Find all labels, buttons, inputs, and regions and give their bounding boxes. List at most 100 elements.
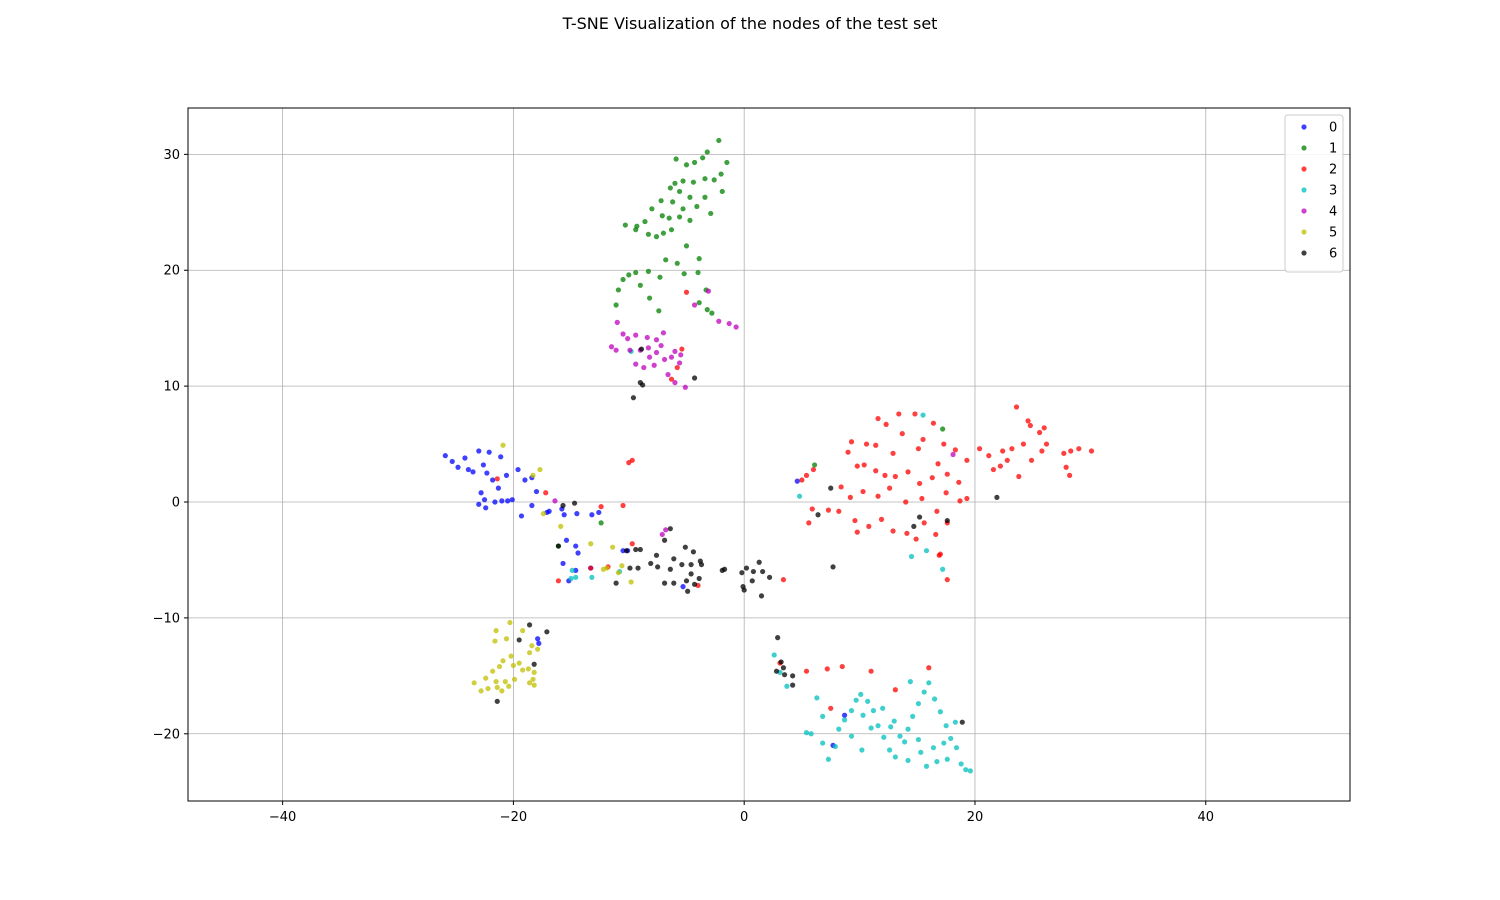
data-point	[963, 767, 969, 773]
data-point	[683, 162, 690, 168]
data-point	[641, 364, 647, 371]
data-point	[531, 661, 537, 667]
data-point	[904, 530, 910, 536]
data-point	[897, 733, 903, 739]
data-point	[485, 685, 491, 692]
data-point	[724, 159, 730, 166]
data-point	[531, 682, 537, 688]
data-point	[536, 640, 542, 646]
data-point	[613, 580, 619, 586]
data-point	[666, 215, 672, 221]
data-point	[561, 512, 567, 518]
data-point	[502, 679, 508, 685]
data-point	[875, 415, 881, 422]
data-point	[711, 177, 717, 183]
data-point	[663, 527, 669, 533]
data-point	[941, 441, 947, 447]
data-point	[648, 560, 654, 567]
data-point	[667, 526, 673, 532]
data-point	[860, 712, 866, 718]
y-tick-label: −10	[153, 611, 180, 626]
data-point	[931, 696, 938, 702]
data-point	[976, 446, 983, 452]
data-point	[733, 324, 739, 330]
data-point	[478, 688, 484, 694]
data-point	[967, 768, 973, 774]
data-point	[496, 663, 503, 670]
data-point	[646, 295, 653, 301]
data-point	[705, 288, 712, 294]
data-point	[620, 331, 626, 337]
data-point	[937, 551, 943, 557]
data-point	[500, 658, 506, 664]
data-point	[495, 485, 502, 491]
data-point	[918, 749, 924, 755]
data-point	[948, 735, 954, 742]
data-point	[854, 463, 860, 469]
data-point	[848, 733, 855, 739]
data-point	[507, 619, 513, 626]
data-point	[1016, 473, 1022, 480]
data-point	[510, 662, 517, 669]
data-point	[888, 724, 894, 730]
data-point	[672, 348, 678, 354]
data-point	[911, 523, 917, 529]
data-point	[923, 763, 930, 769]
data-point	[659, 213, 665, 219]
axis-ticks: −40 −20 0 20 40 −20 −10 0 10 20 30	[153, 148, 1214, 825]
data-point	[683, 289, 690, 295]
legend-item: 3	[1301, 184, 1337, 199]
data-point	[598, 520, 604, 526]
data-point	[778, 659, 784, 665]
data-point	[790, 673, 796, 679]
data-point	[934, 508, 940, 514]
data-point	[907, 679, 913, 685]
data-point	[646, 354, 653, 360]
legend-item: 0	[1301, 121, 1337, 136]
data-point	[493, 679, 499, 685]
series-4	[552, 288, 956, 538]
data-point	[483, 675, 489, 681]
data-point	[882, 472, 888, 478]
data-point	[696, 300, 702, 306]
data-point	[653, 349, 660, 356]
data-point	[964, 457, 970, 463]
data-point	[926, 665, 932, 671]
data-point	[687, 217, 693, 224]
data-point	[685, 588, 691, 594]
data-point	[629, 457, 635, 463]
data-point	[667, 566, 673, 572]
data-point	[890, 450, 896, 456]
data-point	[573, 574, 579, 580]
data-point	[645, 268, 652, 274]
data-point	[522, 477, 528, 483]
data-point	[694, 203, 700, 210]
data-point	[558, 523, 564, 529]
data-point	[803, 472, 810, 478]
legend-label: 6	[1329, 247, 1337, 262]
y-tick-label: −20	[153, 727, 180, 742]
data-point	[630, 395, 637, 401]
data-point	[589, 574, 595, 580]
data-point	[588, 541, 594, 547]
data-point	[533, 488, 540, 495]
data-point	[480, 462, 487, 468]
data-point	[516, 660, 522, 666]
data-point	[589, 512, 595, 518]
data-point	[913, 536, 919, 542]
data-point	[613, 302, 619, 308]
data-point	[905, 757, 911, 764]
data-point	[560, 560, 566, 567]
data-point	[891, 718, 897, 724]
data-point	[929, 475, 935, 481]
data-point	[920, 412, 926, 418]
data-point	[683, 578, 690, 584]
data-point	[543, 490, 549, 496]
data-point	[741, 587, 747, 593]
data-point	[1004, 457, 1010, 463]
data-point	[910, 713, 916, 720]
data-point	[915, 446, 922, 452]
data-point	[718, 171, 724, 177]
x-tick-label: 40	[1197, 810, 1214, 825]
data-point	[494, 684, 500, 691]
